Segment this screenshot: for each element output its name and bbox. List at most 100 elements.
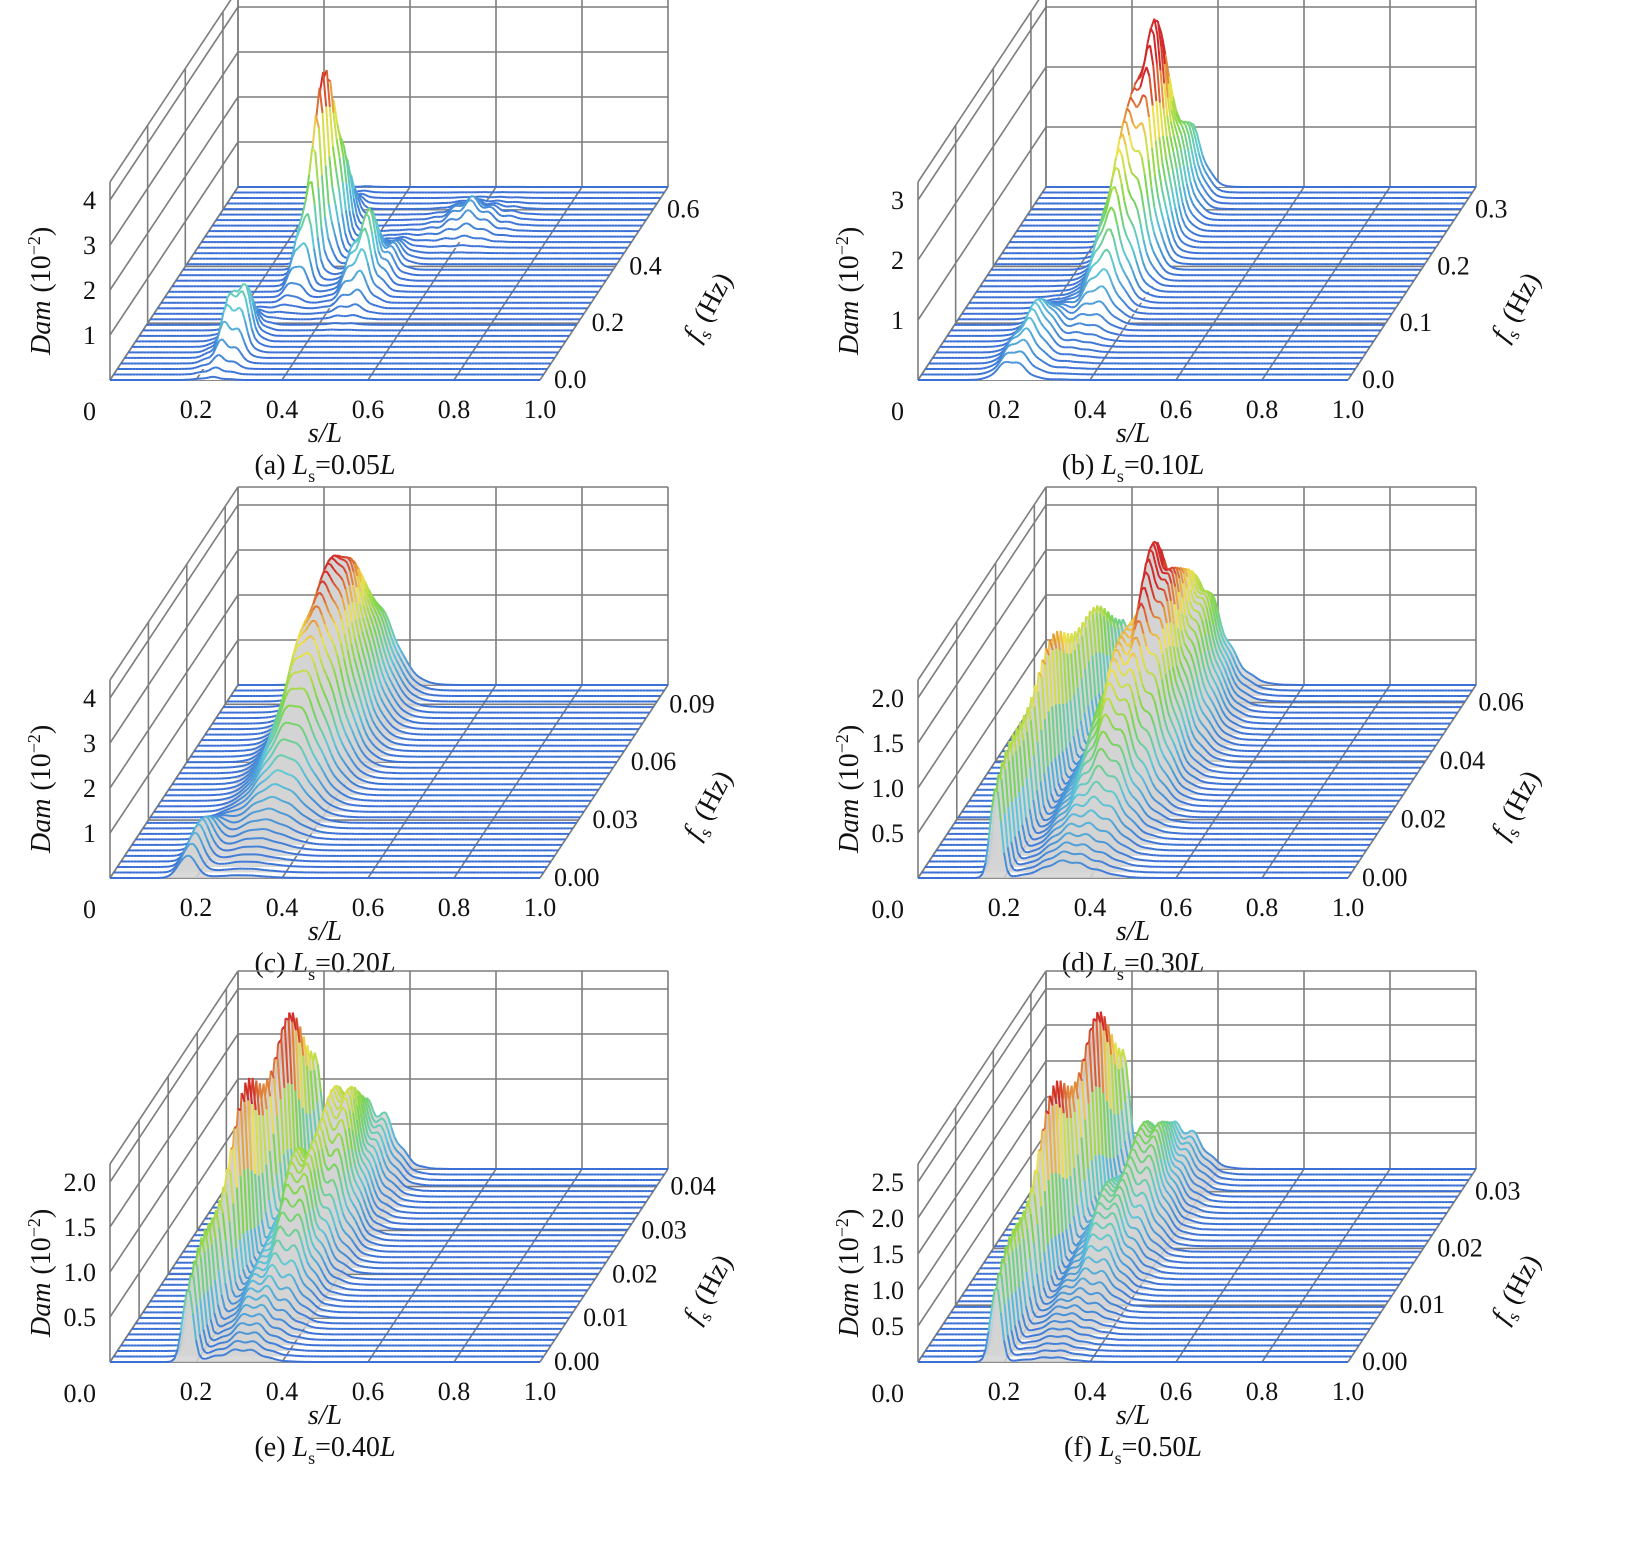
trace-segment	[261, 344, 264, 345]
trace-segment	[485, 201, 488, 202]
trace-segment	[275, 301, 278, 302]
trace-segment	[504, 201, 507, 202]
trace-segment	[379, 306, 382, 307]
trace-segment	[276, 324, 279, 325]
trace-segment	[444, 211, 447, 212]
trace-segment	[513, 230, 516, 231]
trace-segment	[264, 315, 267, 317]
trace-segment	[491, 233, 494, 235]
trace-segment	[424, 223, 427, 224]
trace-segment	[357, 191, 360, 192]
trace-fill	[201, 79, 631, 242]
trace-segment	[240, 374, 243, 375]
trace-segment	[395, 238, 398, 239]
trace-segment	[212, 367, 215, 368]
trace-segment	[232, 329, 235, 330]
trace-segment	[265, 332, 268, 333]
trace	[231, 194, 661, 198]
trace-segment	[518, 207, 521, 208]
trace-segment	[403, 279, 406, 280]
trace-segment	[382, 258, 385, 259]
trace-segment	[261, 310, 264, 311]
trace-segment	[435, 240, 438, 241]
trace-segment	[366, 195, 369, 197]
trace-segment	[514, 217, 517, 218]
trace-segment	[406, 280, 409, 281]
trace-segment	[451, 229, 454, 230]
trace-segment	[296, 297, 299, 298]
trace-segment	[287, 295, 290, 296]
trace-segment	[510, 229, 513, 230]
trace-segment	[243, 367, 246, 368]
trace-segment	[469, 237, 472, 238]
trace-segment	[206, 340, 209, 341]
trace-segment	[205, 348, 208, 350]
trace-segment	[500, 201, 503, 202]
trace-segment	[306, 302, 309, 303]
trace-segment	[487, 240, 490, 241]
trace-segment	[264, 345, 267, 346]
trace-segment	[447, 238, 450, 239]
trace-segment	[404, 266, 407, 267]
trace-segment	[409, 249, 412, 250]
trace-segment	[498, 221, 501, 222]
trace-segment	[398, 237, 401, 238]
trace-segment	[197, 372, 200, 373]
trace-segment	[206, 370, 209, 371]
trace-segment	[513, 223, 516, 224]
trace-segment	[368, 202, 371, 203]
trace-segment	[324, 301, 327, 302]
trace-segment	[191, 368, 194, 369]
trace-segment	[370, 303, 373, 304]
trace-segment	[490, 241, 493, 242]
trace-segment	[203, 346, 206, 347]
trace-segment	[393, 290, 396, 291]
trace-segment	[366, 311, 369, 312]
trace-segment	[411, 262, 414, 263]
trace-segment	[276, 291, 279, 292]
trace-segment	[486, 207, 489, 208]
trace-segment	[500, 204, 503, 205]
trace-segment	[265, 311, 268, 312]
trace-segment	[515, 206, 518, 207]
trace-segment	[440, 216, 443, 217]
trace-segment	[336, 274, 339, 275]
trace-segment	[484, 205, 487, 206]
trace-segment	[209, 339, 212, 340]
trace-segment	[322, 296, 325, 297]
trace-segment	[521, 213, 524, 214]
trace-segment	[493, 205, 496, 206]
trace-segment	[280, 305, 283, 306]
trace-segment	[229, 347, 232, 348]
trace-segment	[338, 306, 341, 307]
trace-segment	[503, 206, 506, 207]
trace-segment	[277, 305, 280, 306]
trace-segment	[480, 211, 483, 212]
trace-segment	[329, 285, 332, 286]
trace-segment	[347, 315, 350, 316]
trace	[201, 79, 631, 242]
trace-segment	[491, 201, 494, 202]
trace-segment	[415, 257, 418, 258]
trace-segment	[410, 239, 413, 240]
trace-segment	[272, 329, 275, 330]
trace-segment	[329, 311, 332, 312]
trace-segment	[235, 347, 238, 349]
trace-segment	[407, 273, 410, 274]
trace-segment	[275, 330, 278, 331]
trace-segment	[517, 224, 520, 225]
trace-segment	[260, 351, 263, 352]
trace-segment	[383, 235, 386, 236]
trace-segment	[427, 222, 430, 223]
trace-segment	[268, 334, 271, 335]
trace-segment	[257, 357, 260, 358]
trace	[223, 192, 653, 210]
trace-segment	[198, 361, 201, 362]
trace-segment	[412, 256, 415, 257]
trace-segment	[194, 367, 197, 368]
trace-segment	[197, 366, 200, 367]
grid-back-wall	[238, 0, 668, 187]
trace-segment	[320, 307, 323, 308]
trace-segment	[382, 307, 385, 308]
trace-segment	[349, 280, 352, 281]
